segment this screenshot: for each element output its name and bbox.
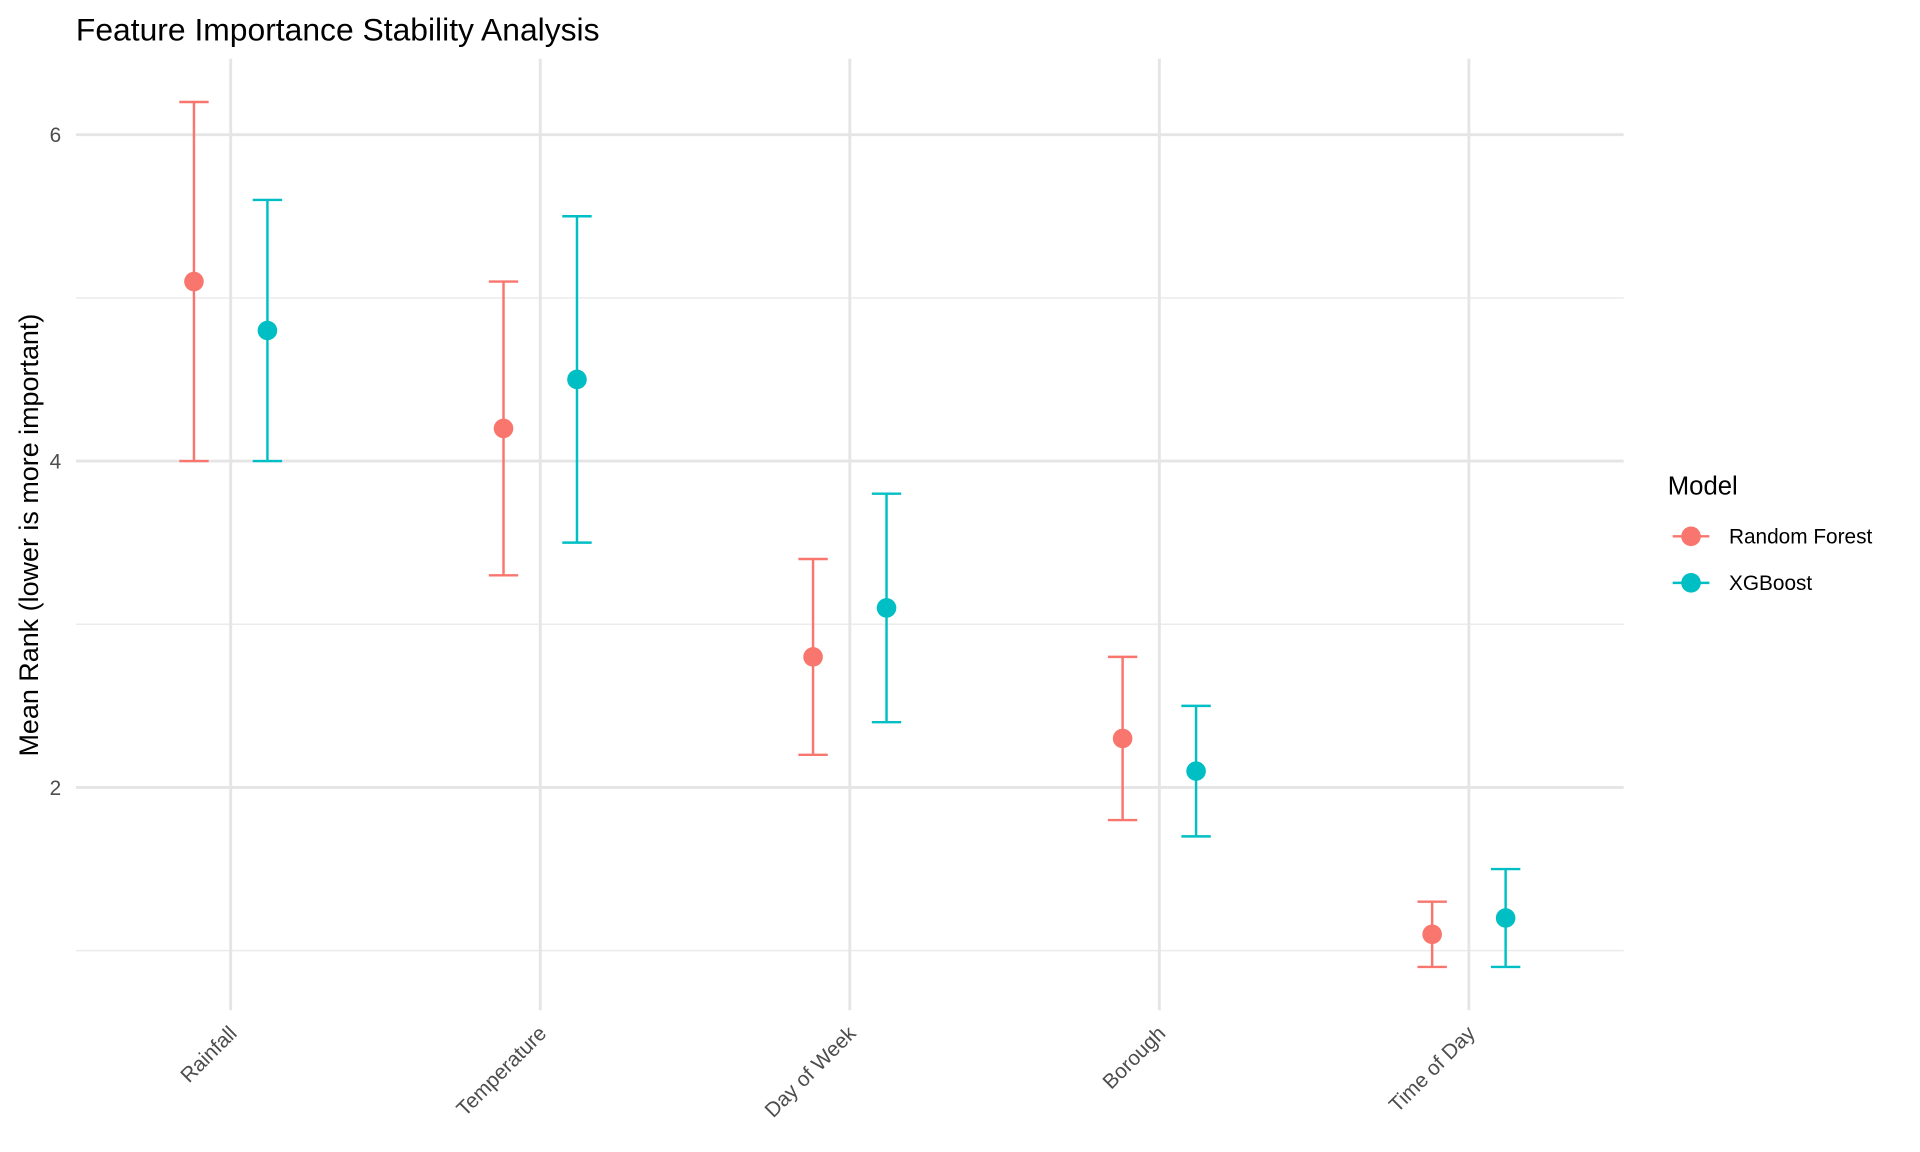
point bbox=[257, 320, 278, 341]
point bbox=[567, 369, 587, 390]
x-tick-label: Day of Week bbox=[761, 1022, 862, 1123]
point bbox=[803, 647, 823, 667]
x-tick-label: Time of Day bbox=[1385, 1022, 1480, 1117]
point bbox=[876, 598, 897, 618]
point bbox=[1112, 728, 1133, 749]
legend-label: XGBoost bbox=[1729, 572, 1812, 595]
legend-key-point bbox=[1681, 526, 1701, 547]
grid bbox=[75, 58, 1624, 1011]
point bbox=[1422, 924, 1442, 945]
chart-title: Feature Importance Stability Analysis bbox=[76, 11, 600, 47]
legend-title: Model bbox=[1668, 473, 1738, 501]
legend-label: Random Forest bbox=[1729, 526, 1873, 549]
x-tick-label: Rainfall bbox=[176, 1022, 241, 1087]
point bbox=[1186, 761, 1206, 781]
legend-key-point bbox=[1681, 573, 1701, 593]
x-tick-label: Temperature bbox=[452, 1022, 551, 1121]
point bbox=[184, 271, 204, 292]
point bbox=[493, 418, 514, 439]
y-axis-title: Mean Rank (lower is more important) bbox=[14, 314, 44, 757]
point bbox=[1495, 908, 1516, 928]
y-tick-label: 6 bbox=[50, 124, 62, 147]
x-tick-label: Borough bbox=[1098, 1022, 1170, 1094]
y-tick-label: 2 bbox=[50, 777, 62, 800]
y-tick-label: 4 bbox=[50, 450, 62, 473]
